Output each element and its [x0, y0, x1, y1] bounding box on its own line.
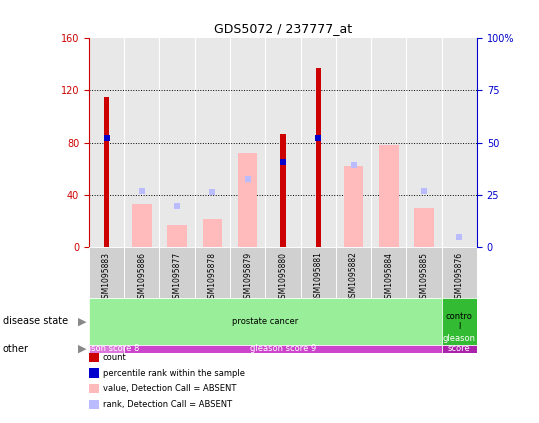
Text: count: count [103, 353, 127, 362]
Bar [379, 146, 398, 247]
Bar [89, 345, 124, 353]
Text: gleason
score
n/a: gleason score n/a [443, 334, 476, 364]
Bar [89, 247, 124, 298]
Bar [265, 247, 301, 298]
Bar [316, 68, 321, 247]
Text: rank, Detection Call = ABSENT: rank, Detection Call = ABSENT [103, 400, 232, 409]
Text: gleason score 9: gleason score 9 [250, 344, 316, 354]
Text: GSM1095880: GSM1095880 [279, 252, 287, 302]
Text: GSM1095878: GSM1095878 [208, 252, 217, 302]
Text: ▶: ▶ [78, 316, 86, 327]
Bar [280, 134, 286, 247]
Bar [230, 247, 265, 298]
Text: GSM1095886: GSM1095886 [137, 252, 147, 302]
Bar [160, 247, 195, 298]
Text: contro
l: contro l [446, 312, 473, 331]
Bar [104, 97, 109, 247]
Text: prostate cancer: prostate cancer [232, 317, 299, 326]
Text: disease state: disease state [3, 316, 68, 327]
Bar [442, 298, 477, 345]
Text: percentile rank within the sample: percentile rank within the sample [103, 368, 245, 378]
Text: GSM1095882: GSM1095882 [349, 252, 358, 302]
Bar [132, 204, 151, 247]
Bar [414, 208, 434, 247]
Text: gleason score 8: gleason score 8 [73, 344, 140, 354]
Bar [344, 166, 363, 247]
Bar [371, 247, 406, 298]
Bar [124, 345, 442, 353]
Bar [124, 247, 160, 298]
Text: GSM1095876: GSM1095876 [455, 252, 464, 302]
Text: GSM1095884: GSM1095884 [384, 252, 393, 302]
Text: GSM1095877: GSM1095877 [172, 252, 182, 302]
Text: GSM1095883: GSM1095883 [102, 252, 111, 302]
Text: GSM1095879: GSM1095879 [243, 252, 252, 302]
Bar [406, 247, 442, 298]
Bar [203, 219, 222, 247]
Text: ▶: ▶ [78, 344, 86, 354]
Text: GSM1095881: GSM1095881 [314, 252, 323, 302]
Text: other: other [3, 344, 29, 354]
Text: value, Detection Call = ABSENT: value, Detection Call = ABSENT [103, 384, 236, 393]
Title: GDS5072 / 237777_at: GDS5072 / 237777_at [214, 22, 352, 36]
Bar [301, 247, 336, 298]
Bar [168, 225, 187, 247]
Bar [336, 247, 371, 298]
Bar [195, 247, 230, 298]
Bar [442, 247, 477, 298]
Bar [442, 345, 477, 353]
Bar [238, 153, 258, 247]
Text: GSM1095885: GSM1095885 [419, 252, 429, 302]
